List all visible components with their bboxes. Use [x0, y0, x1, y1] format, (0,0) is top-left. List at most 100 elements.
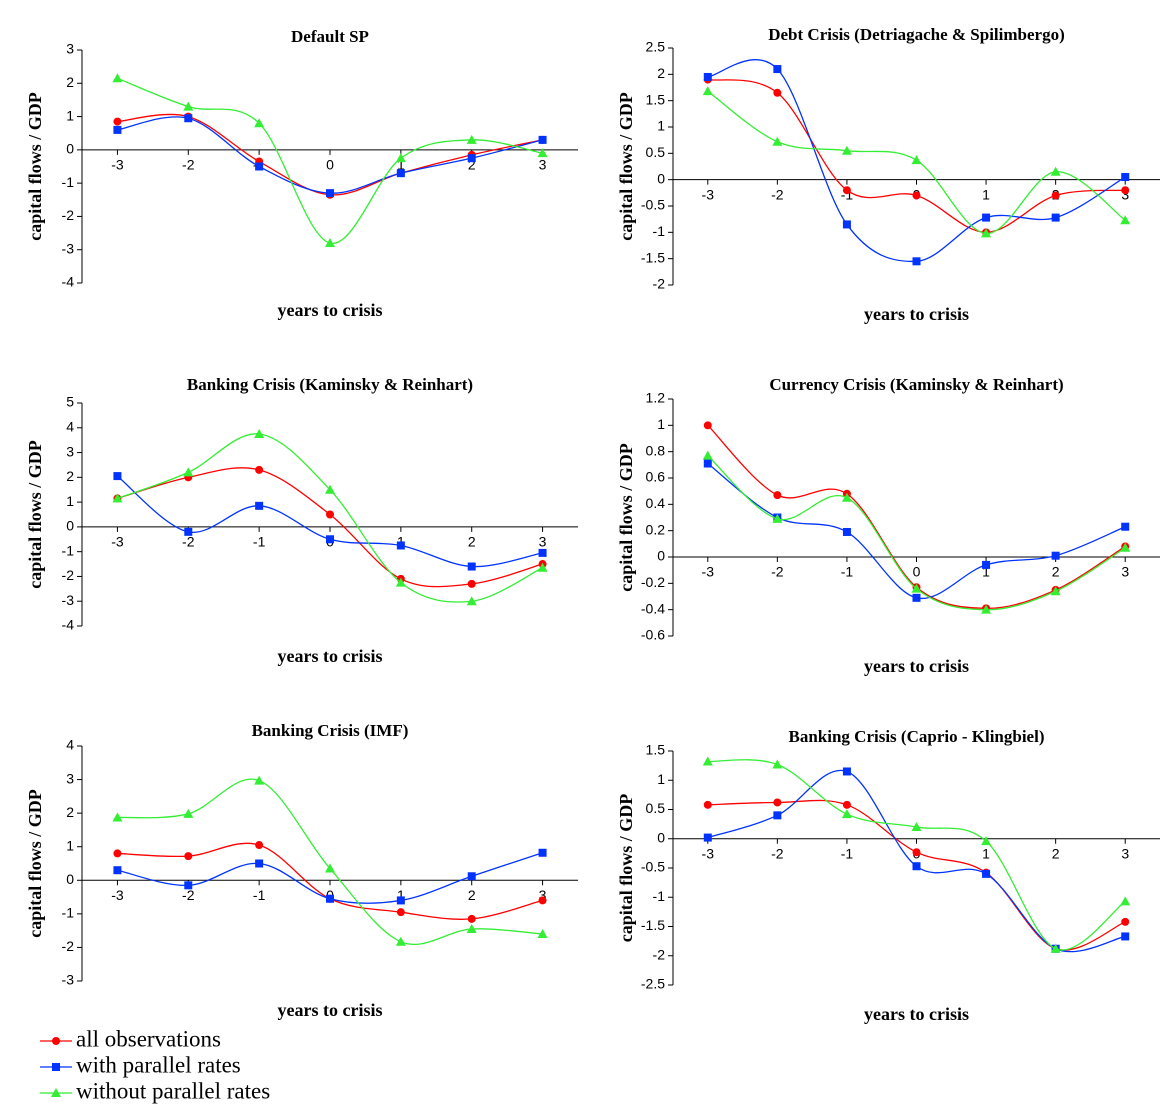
y-tick-label: -1: [62, 905, 75, 921]
x-tick-label: -1: [253, 887, 266, 903]
marker: [183, 467, 194, 477]
x-tick-label: 3: [539, 534, 547, 550]
marker: [184, 852, 193, 861]
y-tick-label: -2.5: [641, 976, 665, 992]
marker: [773, 798, 782, 807]
marker: [467, 914, 476, 923]
y-tick-label: -4: [62, 274, 75, 290]
marker: [911, 583, 922, 593]
marker: [842, 527, 851, 536]
y-tick-label: -2: [62, 207, 75, 223]
marker: [396, 896, 405, 905]
marker: [912, 593, 921, 602]
y-tick-label: 3: [66, 770, 74, 786]
y-tick-label: 1: [657, 771, 665, 787]
y-tick-label: 0.4: [646, 495, 666, 511]
x-tick-label: 1: [982, 845, 990, 861]
y-tick-label: 0: [66, 141, 74, 157]
marker: [703, 72, 712, 81]
y-tick-label: 1: [66, 493, 74, 509]
marker: [538, 548, 547, 557]
x-tick-label: 2: [1052, 564, 1060, 580]
marker: [326, 894, 334, 903]
series-line: [117, 778, 543, 946]
marker: [254, 118, 265, 128]
marker: [1050, 943, 1061, 953]
y-tick-label: -0.6: [641, 627, 665, 643]
marker: [538, 896, 547, 905]
marker: [326, 535, 334, 544]
y-tick-label: 0: [657, 829, 665, 845]
marker: [1121, 173, 1130, 182]
y-tick-label: 1: [657, 416, 665, 432]
y-tick-label: 2: [66, 74, 74, 90]
x-axis-label: years to crisis: [278, 1000, 383, 1020]
marker: [1121, 522, 1130, 531]
marker: [466, 134, 477, 144]
y-tick-label: -1: [62, 174, 75, 190]
y-tick-label: 4: [66, 737, 74, 753]
marker: [255, 841, 264, 850]
marker: [467, 579, 476, 588]
marker: [841, 809, 852, 819]
marker: [325, 863, 335, 873]
y-axis-label: capital flows / GDP: [25, 440, 45, 589]
marker: [841, 145, 852, 155]
marker: [467, 562, 476, 571]
marker: [113, 866, 122, 875]
marker: [395, 577, 406, 587]
marker: [1120, 896, 1131, 906]
marker: [841, 492, 852, 502]
marker: [912, 862, 921, 871]
x-tick-label: 2: [1052, 845, 1060, 861]
marker: [772, 136, 783, 146]
marker: [538, 135, 547, 144]
marker: [772, 513, 783, 523]
x-tick-label: 1: [397, 887, 405, 903]
x-tick-label: -2: [771, 845, 784, 861]
y-tick-label: 4: [66, 418, 74, 434]
marker: [1050, 166, 1061, 176]
x-tick-label: 3: [1121, 186, 1129, 202]
marker: [467, 154, 476, 163]
marker: [396, 908, 405, 917]
x-tick-label: 2: [468, 534, 476, 550]
y-tick-label: -2: [62, 938, 75, 954]
y-tick-label: 3: [66, 443, 74, 459]
marker: [703, 421, 712, 430]
y-axis-label: capital flows / GDP: [616, 92, 636, 241]
y-tick-label: -0.4: [641, 600, 665, 616]
y-axis-label: capital flows / GDP: [616, 794, 636, 943]
marker: [51, 1088, 61, 1097]
y-tick-label: -2: [62, 567, 75, 583]
legend-label: with parallel rates: [76, 1052, 241, 1077]
y-tick-label: 1.2: [646, 390, 666, 406]
x-tick-label: 1: [982, 564, 990, 580]
y-tick-label: 5: [66, 394, 74, 410]
y-tick-label: 2.5: [646, 39, 666, 55]
chart-title: Banking Crisis (Kaminsky & Reinhart): [187, 375, 473, 394]
x-tick-label: -3: [111, 157, 124, 173]
marker: [982, 560, 991, 569]
marker: [912, 257, 921, 266]
y-tick-label: 0: [66, 518, 74, 534]
marker: [1121, 186, 1130, 195]
marker: [981, 228, 992, 238]
y-tick-label: 0.5: [646, 144, 666, 160]
marker: [255, 501, 264, 510]
marker: [395, 153, 406, 163]
marker: [702, 450, 713, 460]
x-tick-label: -2: [182, 534, 195, 550]
y-tick-label: 0: [66, 871, 74, 887]
y-tick-label: 3: [66, 41, 74, 57]
chart-title: Banking Crisis (Caprio - Klingbiel): [789, 727, 1045, 746]
y-tick-label: 0.2: [646, 521, 666, 537]
marker: [702, 86, 713, 96]
marker: [772, 759, 783, 769]
marker: [396, 541, 405, 550]
x-axis-label: years to crisis: [864, 656, 969, 676]
marker: [112, 812, 123, 822]
x-tick-label: -2: [182, 887, 195, 903]
x-tick-label: 3: [1121, 564, 1129, 580]
x-tick-label: 2: [468, 887, 476, 903]
